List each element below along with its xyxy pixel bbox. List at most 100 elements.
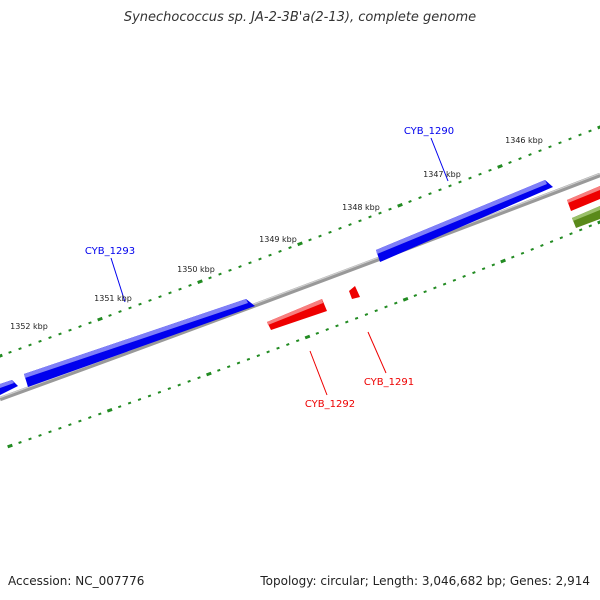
- outer-tick-mark: [588, 129, 592, 133]
- gene-label-cyb-1290[interactable]: CYB_1290: [404, 126, 454, 137]
- inner-tick-mark: [335, 324, 339, 328]
- inner-tick-mark: [127, 401, 132, 405]
- inner-tick-mark: [569, 232, 573, 236]
- kbp-label-1352: 1352 kbp: [10, 322, 48, 331]
- outer-tick-mark: [88, 321, 92, 325]
- cyb-1292-leader: [309, 350, 328, 396]
- outer-tick-mark: [478, 172, 482, 176]
- outer-tick-mark: [228, 268, 232, 272]
- inner-tick-mark: [472, 271, 476, 275]
- outer-tick-mark: [248, 261, 252, 265]
- inner-tick-mark: [117, 405, 122, 409]
- inner-tick-ring: [7, 219, 600, 449]
- outer-tick-mark: [448, 184, 452, 188]
- inner-tick-mark: [364, 313, 369, 316]
- outer-tick-mark: [338, 226, 342, 230]
- inner-tick-mark: [462, 274, 466, 278]
- outer-tick-mark: [97, 316, 103, 322]
- inner-tick-mark: [500, 258, 506, 264]
- outer-tick-mark: [378, 211, 382, 215]
- inner-tick-mark: [137, 398, 142, 401]
- outer-tick-mark: [197, 279, 203, 284]
- inner-tick-mark: [177, 383, 181, 387]
- inner-tick-mark: [88, 416, 92, 419]
- outer-tick-mark: [548, 145, 552, 149]
- outer-tick-mark: [118, 310, 122, 314]
- outer-tick-mark: [568, 137, 572, 141]
- inner-tick-mark: [28, 437, 32, 441]
- cyb-1290-leader: [430, 137, 449, 182]
- genome-backbone: [0, 172, 600, 402]
- outer-tick-mark: [597, 124, 600, 130]
- inner-tick-mark: [549, 240, 554, 244]
- inner-tick-mark: [433, 286, 437, 290]
- kbp-label-1348: 1348 kbp: [342, 203, 380, 212]
- inner-tick-mark: [286, 343, 290, 346]
- outer-tick-mark: [418, 196, 422, 200]
- gene-partial-right-red[interactable]: [567, 186, 600, 211]
- outer-tick-mark: [8, 350, 12, 354]
- outer-tick-mark: [68, 328, 72, 332]
- inner-tick-mark: [530, 247, 534, 251]
- inner-tick-mark: [452, 278, 457, 282]
- inner-tick-mark: [187, 379, 191, 383]
- outer-tick-mark: [408, 200, 412, 203]
- kbp-label-1346: 1346 kbp: [505, 136, 543, 145]
- kbp-label-1351: 1351 kbp: [94, 294, 132, 303]
- feature-partial-right-green[interactable]: [572, 206, 600, 228]
- outer-tick-mark: [328, 230, 332, 234]
- gene-cyb-1293-arrow[interactable]: [24, 299, 255, 387]
- inner-tick-mark: [157, 390, 162, 394]
- outer-tick-mark: [318, 234, 322, 238]
- cyb-1293-leader: [110, 257, 126, 303]
- outer-tick-mark: [218, 272, 222, 276]
- kbp-label-1349: 1349 kbp: [259, 235, 297, 244]
- gene-cyb-1290-arrow[interactable]: [376, 180, 553, 262]
- inner-tick-mark: [394, 301, 398, 305]
- inner-tick-mark: [520, 251, 525, 255]
- inner-tick-mark: [559, 236, 564, 240]
- outer-tick-mark: [138, 302, 142, 306]
- outer-tick-mark: [397, 203, 403, 208]
- outer-tick-mark: [358, 219, 362, 223]
- inner-tick-mark: [256, 354, 261, 358]
- inner-tick-mark: [325, 328, 329, 331]
- outer-tick-mark: [38, 339, 42, 343]
- inner-tick-mark: [68, 423, 72, 427]
- outer-tick-mark: [428, 192, 432, 196]
- gene-label-cyb-1291[interactable]: CYB_1291: [364, 377, 414, 388]
- inner-tick-mark: [167, 387, 172, 391]
- inner-tick-mark: [78, 419, 82, 423]
- inner-tick-mark: [511, 255, 515, 259]
- outer-tick-mark: [538, 149, 542, 153]
- gene-cyb-1292-arrow[interactable]: [267, 299, 327, 330]
- gene-label-cyb-1292[interactable]: CYB_1292: [305, 399, 355, 410]
- inner-tick-mark: [106, 408, 113, 413]
- outer-tick-ring: [0, 124, 600, 359]
- inner-tick-mark: [481, 267, 486, 271]
- outer-tick-mark: [528, 153, 532, 157]
- outer-tick-mark: [158, 295, 162, 299]
- outer-tick-mark: [18, 347, 22, 351]
- inner-tick-mark: [236, 361, 241, 365]
- gene-partial-left-arrow[interactable]: [0, 380, 18, 395]
- map-title: Synechococcus sp. JA-2-3B'a(2-13), compl…: [123, 10, 477, 25]
- inner-tick-mark: [402, 296, 409, 302]
- outer-tick-mark: [438, 188, 442, 192]
- outer-tick-mark: [288, 246, 292, 250]
- outer-tick-mark: [28, 343, 32, 347]
- outer-tick-mark: [208, 276, 212, 280]
- inner-tick-mark: [266, 350, 270, 354]
- gene-label-cyb-1293[interactable]: CYB_1293: [85, 246, 135, 257]
- outer-tick-mark: [48, 336, 52, 340]
- outer-tick-mark: [297, 241, 303, 247]
- outer-tick-mark: [128, 306, 132, 310]
- gene-cyb-1291-arrow[interactable]: [349, 286, 360, 299]
- inner-tick-mark: [197, 376, 201, 380]
- inner-tick-mark: [295, 339, 300, 343]
- outer-tick-mark: [508, 161, 512, 164]
- kbp-label-1347: 1347 kbp: [423, 170, 461, 179]
- inner-tick-mark: [423, 290, 427, 294]
- outer-tick-mark: [308, 238, 312, 242]
- outer-tick-mark: [497, 164, 503, 169]
